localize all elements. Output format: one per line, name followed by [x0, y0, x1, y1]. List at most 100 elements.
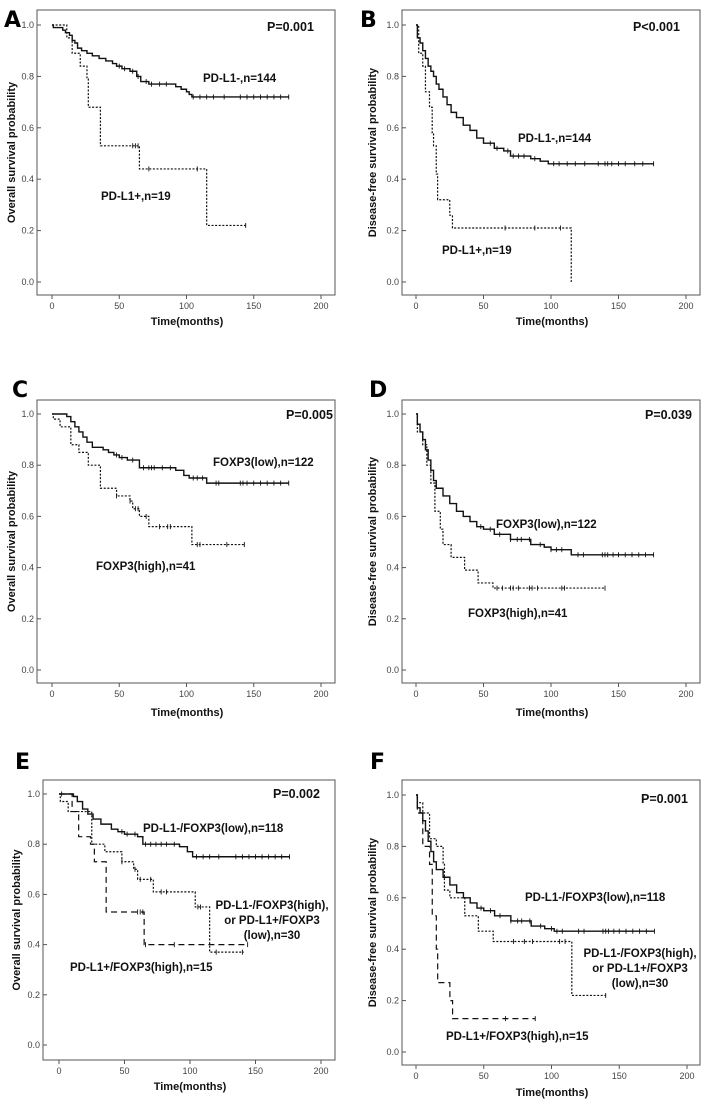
- x-axis-title: Time(months): [154, 1081, 227, 1093]
- p-value-label: P=0.001: [267, 20, 314, 34]
- series-label: PD-L1-,n=144: [518, 133, 592, 145]
- y-tick-label: 1.0: [21, 409, 34, 419]
- y-tick-label: 1.0: [27, 789, 40, 799]
- survival-curve-dashed: [59, 793, 248, 946]
- series-label: or PD-L1+/FOXP3: [224, 915, 320, 927]
- y-tick-label: 0.8: [21, 460, 34, 470]
- x-tick-label: 100: [182, 1066, 197, 1076]
- series-label: PD-L1+,n=19: [101, 191, 171, 203]
- series-label: FOXP3(high),n=41: [96, 561, 196, 573]
- survival-curve-dotted: [416, 24, 572, 282]
- x-tick-label: 50: [114, 689, 124, 699]
- y-tick-label: 0.6: [21, 511, 34, 521]
- survival-curve-dotted: [416, 413, 605, 589]
- y-tick-label: 0.0: [386, 277, 399, 287]
- p-value-label: P=0.039: [645, 408, 692, 422]
- panel-c: C 0.0 0.2 0.4 0.6 0.8 1.0 0 50 100 150 200 Time(mont…: [6, 378, 336, 719]
- series-label: (low),n=30: [612, 978, 669, 990]
- x-tick-label: 150: [248, 1066, 263, 1076]
- y-tick-label: 0.8: [386, 460, 399, 470]
- y-axis-title: Disease-free survival probability: [367, 837, 379, 1007]
- y-tick-label: 0.0: [27, 1040, 40, 1050]
- x-tick-label: 0: [56, 1066, 61, 1076]
- plot-frame: [401, 779, 701, 1066]
- panel-a: A 0.0 0.2 0.4 0.6 0.8 1.0 0 50 100 150 200 Time(mont…: [4, 8, 336, 328]
- x-tick-label: 150: [611, 301, 626, 311]
- plot-frame: [36, 399, 336, 684]
- x-axis-title: Time(months): [516, 1087, 589, 1099]
- x-tick-label: 150: [611, 689, 626, 699]
- panel-letter: B: [360, 8, 377, 33]
- survival-curve-dotted: [52, 24, 246, 227]
- series-label: or PD-L1+/FOXP3: [592, 963, 688, 975]
- x-tick-label: 100: [543, 301, 558, 311]
- series-label: PD-L1-/FOXP3(low),n=118: [525, 892, 666, 904]
- y-tick-label: 1.0: [21, 20, 34, 30]
- series-label: PD-L1-/FOXP3(high),: [583, 948, 696, 960]
- series-label: PD-L1+/FOXP3(high),n=15: [446, 1031, 589, 1043]
- x-tick-label: 50: [479, 1071, 489, 1081]
- x-tick-label: 100: [179, 301, 194, 311]
- survival-curve-dotted: [416, 794, 606, 997]
- survival-curve-solid: [416, 794, 655, 932]
- y-tick-label: 0.8: [386, 841, 399, 851]
- y-axis-title: Disease-free survival probability: [367, 456, 379, 626]
- x-tick-label: 100: [179, 689, 194, 699]
- x-tick-label: 200: [313, 1066, 328, 1076]
- y-tick-label: 0.8: [386, 71, 399, 81]
- y-tick-label: 0.0: [386, 1047, 399, 1057]
- y-tick-label: 0.6: [386, 893, 399, 903]
- plot-frame: [36, 9, 336, 296]
- x-tick-label: 200: [678, 689, 693, 699]
- x-tick-label: 0: [413, 1071, 418, 1081]
- panel-b: B 0.0 0.2 0.4 0.6 0.8 1.0 0 50 100 150 200 Time(mont…: [360, 8, 701, 328]
- y-tick-label: 0.0: [21, 277, 34, 287]
- series-label: FOXP3(low),n=122: [213, 457, 314, 469]
- y-tick-label: 0.2: [386, 226, 399, 236]
- series-label: PD-L1-/FOXP3(high),: [215, 900, 328, 912]
- y-tick-label: 0.4: [21, 174, 34, 184]
- survival-curve-solid: [416, 413, 654, 556]
- y-axis-title: Overall survival probability: [6, 470, 18, 612]
- y-tick-label: 0.6: [27, 889, 40, 899]
- plot-frame: [401, 399, 701, 684]
- x-tick-label: 0: [413, 689, 418, 699]
- y-tick-label: 0.2: [21, 226, 34, 236]
- y-tick-label: 1.0: [386, 790, 399, 800]
- y-tick-label: 0.4: [386, 944, 399, 954]
- x-tick-label: 100: [543, 689, 558, 699]
- x-axis-title: Time(months): [516, 316, 589, 328]
- y-tick-label: 0.8: [27, 839, 40, 849]
- survival-curve-dashed: [416, 794, 536, 1020]
- y-tick-label: 0.8: [21, 71, 34, 81]
- p-value-label: P<0.001: [633, 20, 680, 34]
- panel-letter: A: [4, 8, 21, 33]
- series-label: FOXP3(high),n=41: [468, 608, 568, 620]
- y-axis-title: Disease-free survival probability: [367, 67, 379, 237]
- survival-curve-solid: [416, 24, 654, 165]
- survival-curve-solid: [52, 413, 289, 484]
- y-tick-label: 0.4: [27, 940, 40, 950]
- p-value-label: P=0.005: [286, 408, 333, 422]
- series-label: PD-L1-,n=144: [203, 73, 277, 85]
- x-tick-label: 50: [119, 1066, 129, 1076]
- panel-d: D 0.0 0.2 0.4 0.6 0.8 1.0 0 50 100 150 200 Time(mont…: [367, 378, 701, 719]
- y-tick-label: 0.4: [386, 174, 399, 184]
- x-tick-label: 200: [679, 1071, 694, 1081]
- panel-letter: F: [370, 750, 385, 775]
- panel-letter: D: [369, 378, 387, 403]
- y-tick-label: 0.2: [27, 990, 40, 1000]
- x-tick-label: 50: [114, 301, 124, 311]
- x-tick-label: 200: [313, 301, 328, 311]
- y-tick-label: 0.2: [386, 996, 399, 1006]
- x-axis-title: Time(months): [516, 707, 589, 719]
- y-tick-label: 1.0: [386, 20, 399, 30]
- y-tick-label: 0.6: [21, 123, 34, 133]
- x-tick-label: 0: [49, 689, 54, 699]
- p-value-label: P=0.002: [273, 787, 320, 801]
- x-tick-label: 150: [246, 689, 261, 699]
- y-tick-label: 0.6: [386, 511, 399, 521]
- series-label: FOXP3(low),n=122: [496, 519, 597, 531]
- plot-frame: [42, 779, 336, 1061]
- x-axis-title: Time(months): [151, 316, 224, 328]
